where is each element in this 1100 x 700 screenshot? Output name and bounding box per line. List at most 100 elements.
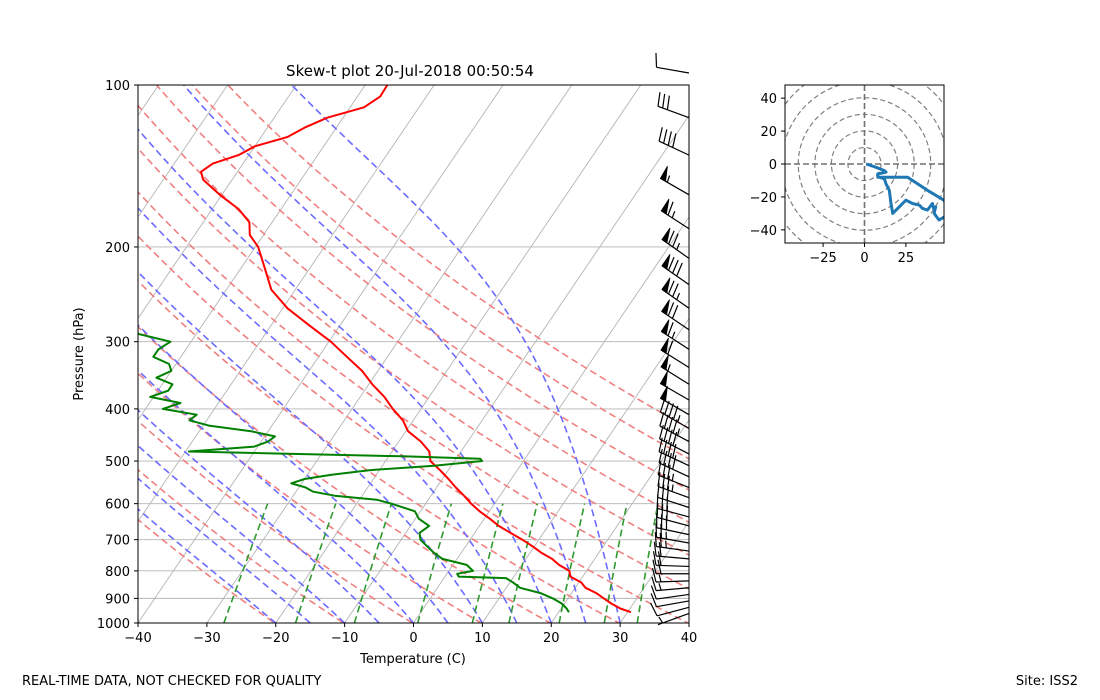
y-tick-label: 1000 — [97, 617, 130, 632]
moist-adiabat-line — [138, 270, 484, 623]
wind-barb — [659, 371, 690, 401]
isotherm-line — [138, 85, 504, 623]
quality-disclaimer: REAL-TIME DATA, NOT CHECKED FOR QUALITY — [22, 674, 322, 689]
wind-barb — [659, 165, 690, 196]
wind-barb — [661, 227, 690, 259]
moist-adiabat-line — [138, 507, 277, 623]
dry-adiabat-line — [191, 85, 689, 460]
mixing-ratio-line — [223, 503, 269, 623]
wind-barbs — [650, 52, 690, 626]
y-tick-label: 100 — [105, 79, 130, 94]
moist-adiabat-line — [138, 206, 518, 623]
dry-adiabat-line — [138, 468, 346, 623]
x-tick-label: −20 — [262, 631, 289, 646]
hodograph-line — [865, 162, 944, 222]
hodograph-trace — [865, 162, 944, 222]
moist-adiabat-line — [138, 323, 449, 623]
wind-barb — [650, 585, 690, 600]
dry-adiabat-line — [138, 104, 689, 524]
isotherm-line — [0, 73, 29, 634]
x-tick-label: −10 — [331, 631, 358, 646]
isotherm-line — [275, 85, 642, 623]
wind-barb — [650, 593, 690, 608]
x-tick-label: 40 — [681, 631, 698, 646]
x-tick-label: −40 — [124, 631, 151, 646]
x-tick-label: 20 — [543, 631, 560, 646]
hodograph-x-tick-label: 25 — [898, 251, 915, 266]
y-axis-label: Pressure (hPa) — [72, 307, 87, 400]
dry-adiabat-line — [138, 147, 689, 556]
hodograph-y-tick-label: −20 — [750, 191, 777, 206]
wind-barb — [661, 254, 690, 286]
x-tick-label: 0 — [409, 631, 417, 646]
dry-adiabat-line — [138, 279, 621, 623]
y-tick-label: 200 — [105, 241, 130, 256]
isotherm-line — [344, 114, 689, 623]
isotherm-line — [138, 85, 229, 218]
x-tick-label: −30 — [193, 631, 220, 646]
wind-barb — [660, 198, 690, 230]
hodograph-y-tick-label: −40 — [750, 224, 777, 239]
y-tick-label: 600 — [105, 498, 130, 513]
skewt-chart: −40 −30 −20 −10 0 10 20 30 40 100 200 300 400 500 600… — [0, 62, 697, 667]
isotherm-line — [619, 520, 689, 623]
y-tick-label: 700 — [105, 534, 130, 549]
mixing-ratio-lines — [223, 503, 659, 623]
wind-barb — [655, 522, 690, 544]
y-tick-label: 500 — [105, 455, 130, 470]
moist-adiabat-line — [291, 85, 621, 623]
x-tick-label: 30 — [612, 631, 629, 646]
wind-barb — [661, 299, 690, 331]
wind-barb — [657, 92, 690, 119]
dry-adiabat-line — [138, 190, 689, 590]
mixing-ratio-line — [353, 503, 393, 623]
wind-barb — [650, 602, 690, 617]
moist-adiabat-line — [138, 477, 311, 623]
wind-barb — [653, 541, 690, 560]
dry-adiabat-line — [155, 85, 689, 492]
moist-adiabat-line — [183, 85, 587, 623]
wind-barb — [657, 612, 690, 626]
mixing-ratio-line — [636, 503, 659, 623]
isotherm-lines — [0, 73, 689, 634]
isotherm-line — [412, 216, 689, 623]
mixing-ratio-line — [294, 503, 337, 623]
wind-barb — [654, 532, 690, 552]
wind-barb — [661, 277, 690, 309]
dry-adiabat-line — [138, 419, 414, 623]
moist-adiabat-line — [138, 408, 380, 623]
wind-barb — [657, 472, 690, 499]
hodograph-x-tick-label: 0 — [860, 251, 868, 266]
mixing-ratio-line — [603, 503, 628, 623]
hodograph-ticks: −25 0 25 −40 −20 0 20 40 — [750, 92, 915, 266]
y-tick-label: 400 — [105, 403, 130, 418]
hodograph-y-tick-label: 20 — [760, 125, 777, 140]
hodograph-chart: −25 0 25 −40 −20 0 20 40 — [750, 84, 945, 266]
hodograph-y-tick-label: 0 — [769, 158, 777, 173]
y-tick-label: 800 — [105, 565, 130, 580]
isotherm-line — [138, 85, 297, 320]
wind-barb — [651, 576, 690, 592]
wind-barb — [659, 385, 690, 416]
wind-barb — [660, 354, 690, 385]
isotherm-line — [206, 85, 573, 623]
x-axis-ticks: −40 −30 −20 −10 0 10 20 30 40 — [124, 623, 697, 646]
dry-adiabat-line — [138, 325, 552, 623]
wind-barb — [657, 483, 690, 509]
wind-barb — [658, 127, 690, 156]
isotherm-line — [481, 317, 689, 623]
wind-barb — [660, 319, 690, 350]
mixing-ratio-line — [508, 503, 539, 623]
chart-title: Skew-t plot 20-Jul-2018 00:50:54 — [286, 62, 534, 80]
dry-adiabat-line — [226, 85, 689, 430]
dewpoint-profile — [138, 327, 570, 613]
wind-barb — [652, 559, 689, 575]
dry-adiabat-line — [138, 518, 277, 623]
y-tick-label: 300 — [105, 336, 130, 351]
isotherm-line — [688, 622, 689, 623]
site-label: Site: ISS2 — [1015, 674, 1078, 689]
mixing-ratio-line — [471, 503, 504, 623]
wind-barb — [658, 448, 690, 478]
mixing-ratio-line — [416, 503, 453, 623]
